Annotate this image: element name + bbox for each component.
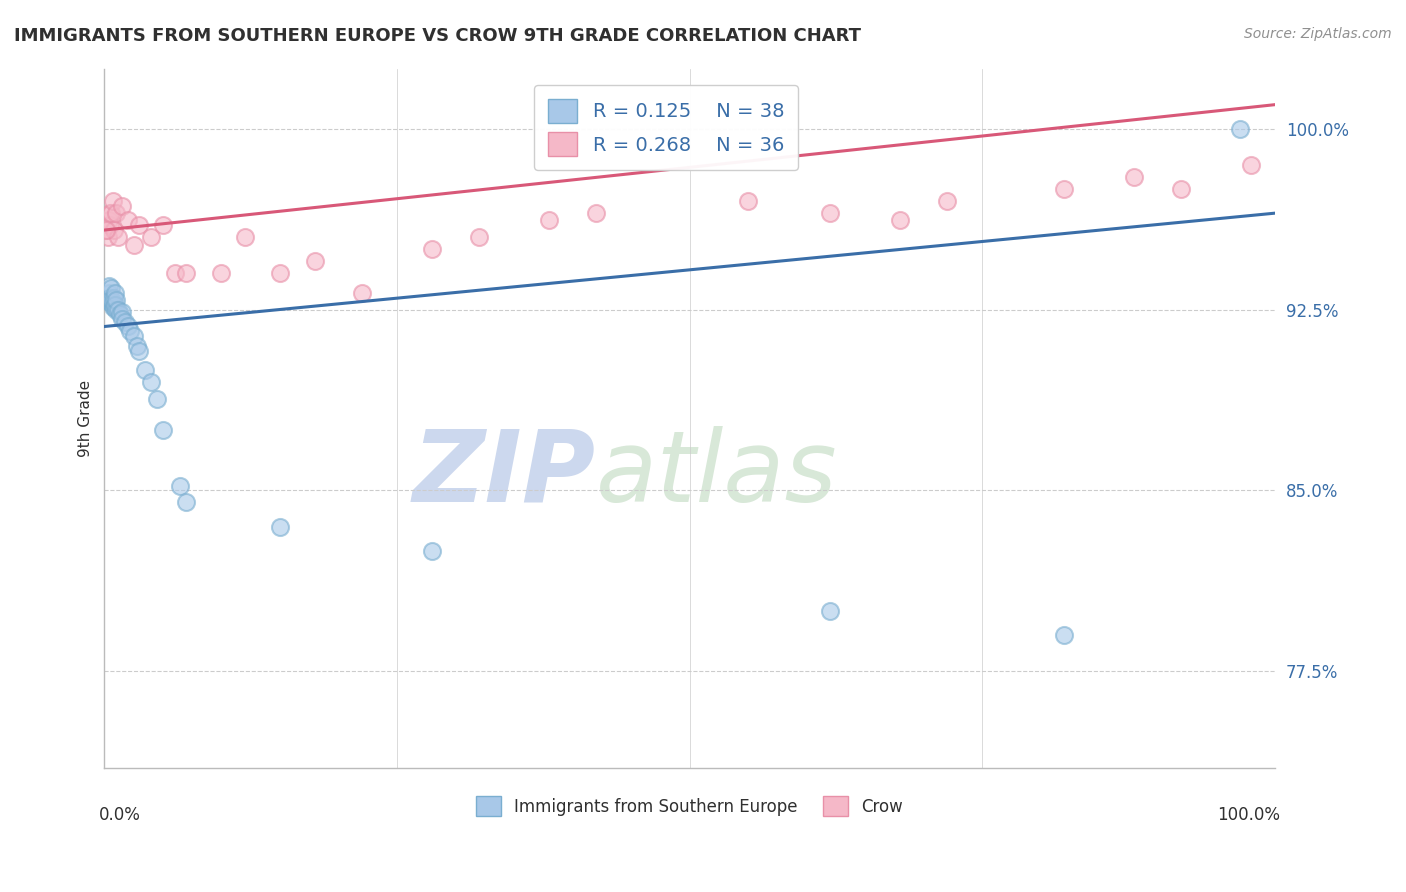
Point xyxy=(111,305,134,319)
Point xyxy=(120,324,142,338)
Legend: Immigrants from Southern Europe, Crow: Immigrants from Southern Europe, Crow xyxy=(470,789,910,822)
Point xyxy=(152,219,174,233)
Point xyxy=(176,495,198,509)
Point xyxy=(420,543,443,558)
Point xyxy=(122,329,145,343)
Point xyxy=(304,254,326,268)
Point xyxy=(122,237,145,252)
Point xyxy=(111,199,134,213)
Text: 100.0%: 100.0% xyxy=(1218,806,1281,824)
Point xyxy=(105,206,128,220)
Point xyxy=(107,302,129,317)
Point xyxy=(104,298,127,312)
Point xyxy=(105,302,128,317)
Point xyxy=(146,392,169,406)
Point xyxy=(141,375,163,389)
Point xyxy=(176,267,198,281)
Point xyxy=(100,281,122,295)
Text: IMMIGRANTS FROM SOUTHERN EUROPE VS CROW 9TH GRADE CORRELATION CHART: IMMIGRANTS FROM SOUTHERN EUROPE VS CROW … xyxy=(14,27,860,45)
Point xyxy=(818,604,841,618)
Point xyxy=(98,295,121,310)
Point xyxy=(101,194,124,208)
Point xyxy=(98,213,121,227)
Point xyxy=(100,293,122,307)
Point xyxy=(163,267,186,281)
Point xyxy=(98,291,121,305)
Point xyxy=(96,223,118,237)
Point xyxy=(169,478,191,492)
Point xyxy=(269,267,291,281)
Point xyxy=(100,206,122,220)
Point xyxy=(117,319,139,334)
Point xyxy=(104,285,127,300)
Point xyxy=(889,213,911,227)
Point xyxy=(108,308,131,322)
Y-axis label: 9th Grade: 9th Grade xyxy=(79,380,93,457)
Point xyxy=(1229,121,1251,136)
Point xyxy=(209,267,232,281)
Point xyxy=(97,291,120,305)
Point xyxy=(269,519,291,533)
Point xyxy=(737,194,759,208)
Point xyxy=(103,291,125,305)
Point xyxy=(107,230,129,244)
Point xyxy=(936,194,959,208)
Point xyxy=(103,300,125,314)
Point xyxy=(114,315,136,329)
Point xyxy=(127,339,149,353)
Point xyxy=(1123,169,1146,184)
Point xyxy=(1240,158,1263,172)
Text: ZIP: ZIP xyxy=(413,425,596,523)
Point xyxy=(134,363,156,377)
Point xyxy=(105,293,128,307)
Point xyxy=(420,243,443,257)
Text: Source: ZipAtlas.com: Source: ZipAtlas.com xyxy=(1244,27,1392,41)
Point xyxy=(1170,182,1192,196)
Point xyxy=(100,295,122,310)
Point xyxy=(818,206,841,220)
Point xyxy=(101,295,124,310)
Point xyxy=(468,230,491,244)
Point xyxy=(103,223,125,237)
Text: atlas: atlas xyxy=(596,425,838,523)
Point xyxy=(98,285,121,300)
Text: 0.0%: 0.0% xyxy=(98,806,141,824)
Point xyxy=(97,230,120,244)
Point xyxy=(98,219,121,233)
Point xyxy=(98,278,121,293)
Point xyxy=(128,343,150,358)
Point xyxy=(233,230,256,244)
Point xyxy=(98,206,121,220)
Point xyxy=(141,230,163,244)
Point xyxy=(94,223,117,237)
Point xyxy=(128,219,150,233)
Point xyxy=(350,285,373,300)
Point xyxy=(152,423,174,437)
Point xyxy=(117,213,139,227)
Point xyxy=(538,213,561,227)
Point xyxy=(98,291,121,305)
Point xyxy=(1053,628,1076,642)
Point xyxy=(101,300,124,314)
Point xyxy=(585,206,607,220)
Point xyxy=(1053,182,1076,196)
Point xyxy=(111,312,134,326)
